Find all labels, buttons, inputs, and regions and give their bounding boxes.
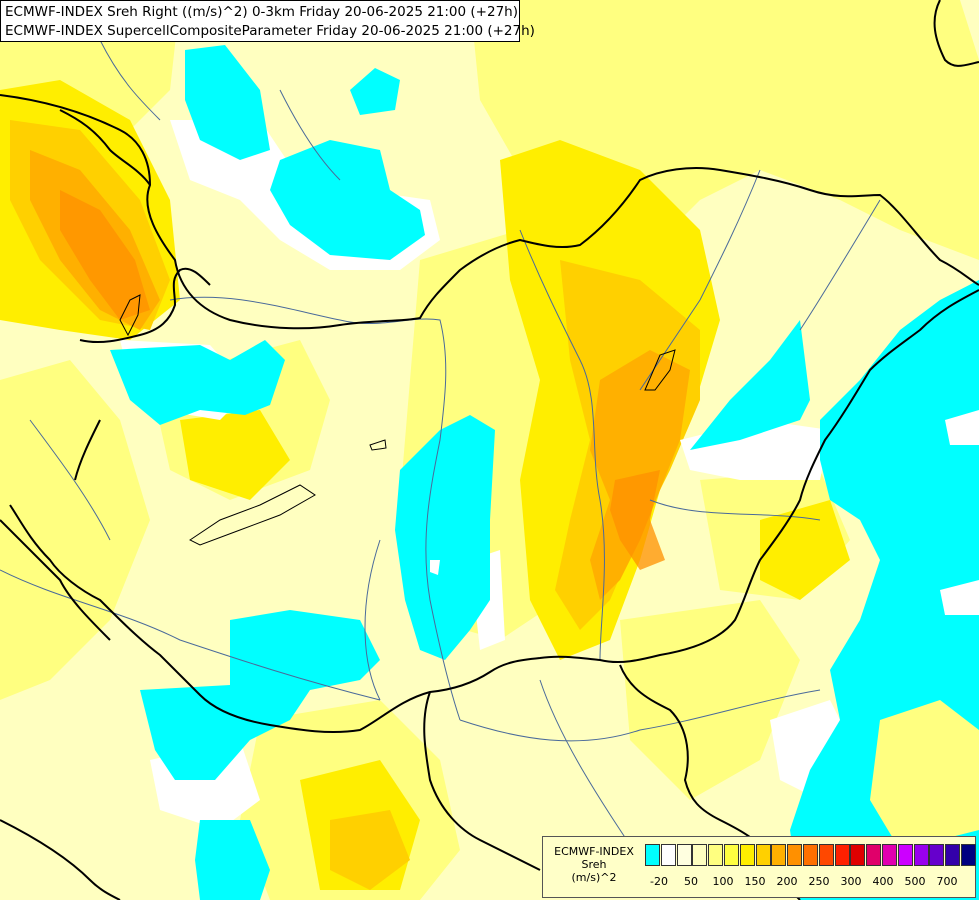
legend-unit: (m/s)^2 [571,871,617,884]
sreh-inner-yellow-zones [870,700,979,850]
legend-swatch [755,844,771,866]
legend-swatch [961,844,976,866]
legend-swatch [897,844,913,866]
title-line-1: ECMWF-INDEX Sreh Right ((m/s)^2) 0-3km F… [5,4,518,20]
legend-swatch [660,844,676,866]
legend-swatch [913,844,929,866]
legend-swatch [676,844,692,866]
legend-swatch [739,844,755,866]
legend-swatch [645,844,660,866]
legend-tick-label: 300 [840,875,862,888]
legend-swatch [866,844,882,866]
legend-parameter: Sreh [581,858,607,871]
legend-tick-label: 50 [684,875,698,888]
rivers [0,39,881,861]
legend-tick-label: 700 [936,875,958,888]
title-line-2: ECMWF-INDEX SupercellCompositeParameter … [5,23,535,39]
legend-tick-label: 200 [776,875,798,888]
legend-swatch [803,844,818,866]
legend-tick-label: 100 [712,875,734,888]
legend-swatch [850,844,866,866]
sreh-inner-white-zones [430,410,979,615]
legend-ticks: -20 50 100 150 200 250 300 400 500 700 [645,875,975,889]
legend-swatch [708,844,724,866]
lakes [119,294,676,546]
legend-tick-label: 400 [872,875,894,888]
colorbar-legend: ECMWF-INDEX Sreh (m/s)^2 -20 50 100 150 200 2… [542,836,976,898]
legend-swatch [945,844,961,866]
legend-tick-label: -20 [650,875,668,888]
legend-tick-label: 250 [808,875,830,888]
legend-swatch [692,844,708,866]
legend-title: ECMWF-INDEX Sreh (m/s)^2 [549,845,639,884]
title-box: ECMWF-INDEX Sreh Right ((m/s)^2) 0-3km F… [0,0,535,42]
legend-tick-label: 150 [744,875,766,888]
legend-swatch [787,844,803,866]
legend-swatch [882,844,897,866]
legend-swatch [929,844,945,866]
legend-swatch [818,844,834,866]
legend-swatch [834,844,850,866]
legend-model: ECMWF-INDEX [554,845,634,858]
legend-swatch [771,844,787,866]
legend-swatch [724,844,739,866]
legend-tick-label: 500 [904,875,926,888]
sreh-dark-orange-zones [60,190,665,570]
